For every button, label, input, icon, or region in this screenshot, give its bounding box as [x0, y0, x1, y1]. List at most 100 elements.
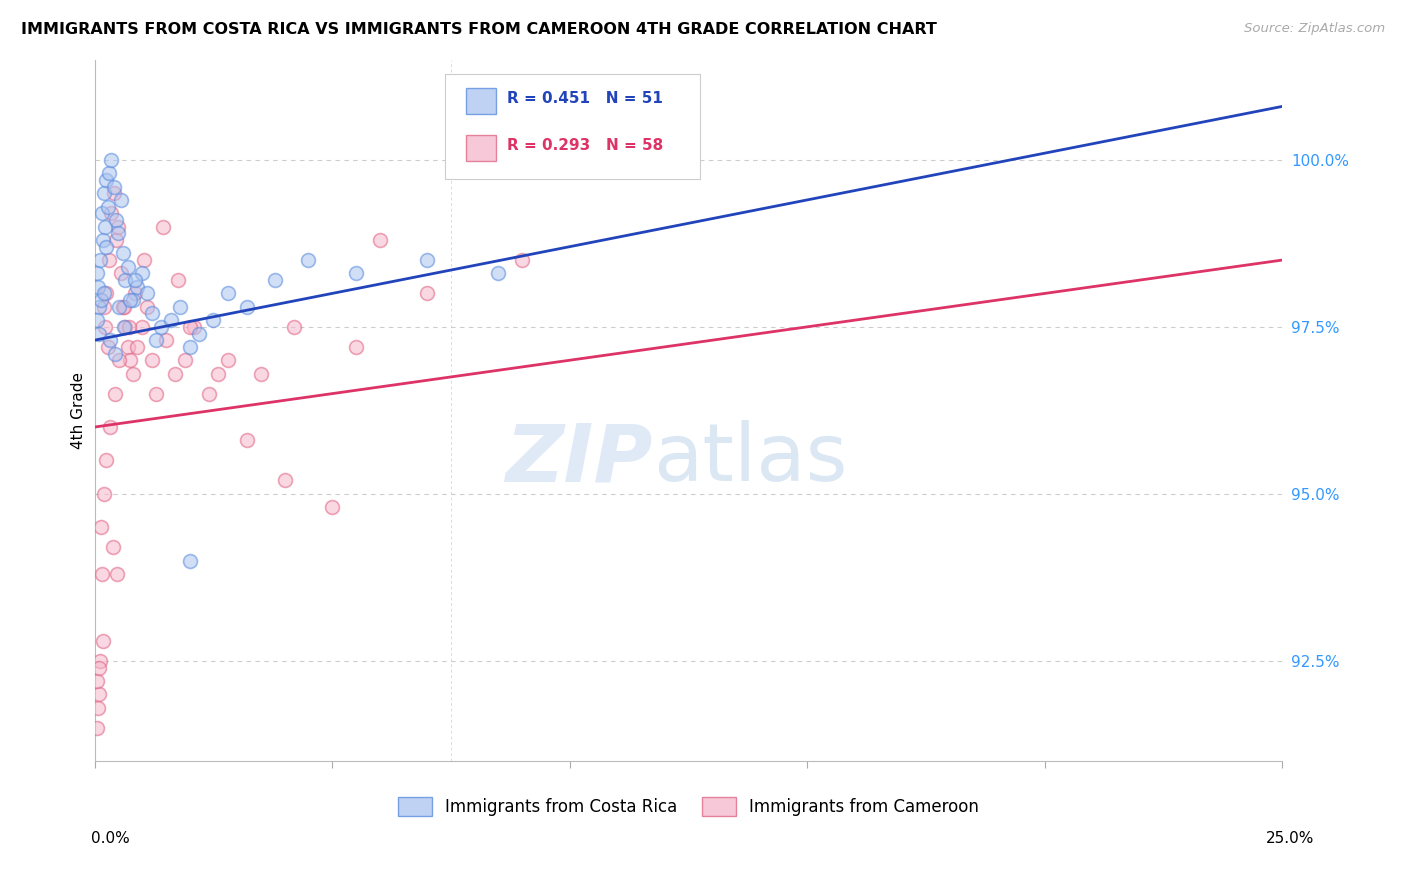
Point: [87, 660, 110, 674]
Point: [131, 319, 153, 334]
Point: [152, 219, 174, 234]
Point: [135, 300, 157, 314]
Point: [120, 293, 142, 307]
Point: [416, 253, 439, 268]
Point: [90, 293, 112, 307]
Point: [127, 279, 149, 293]
Point: [91, 233, 114, 247]
Point: [235, 434, 257, 448]
FancyBboxPatch shape: [467, 135, 496, 161]
Point: [97, 253, 120, 268]
Point: [202, 313, 225, 327]
Point: [96, 173, 118, 187]
Point: [94, 319, 117, 334]
Point: [107, 219, 129, 234]
Point: [108, 353, 131, 368]
Text: R = 0.293   N = 58: R = 0.293 N = 58: [506, 138, 664, 153]
Point: [197, 386, 219, 401]
Point: [150, 319, 173, 334]
Point: [488, 266, 510, 280]
Point: [145, 386, 167, 401]
Text: Source: ZipAtlas.com: Source: ZipAtlas.com: [1244, 22, 1385, 36]
Point: [510, 253, 533, 268]
Point: [86, 313, 108, 327]
Point: [97, 340, 120, 354]
Y-axis label: 4th Grade: 4th Grade: [72, 372, 86, 449]
Point: [273, 474, 295, 488]
Point: [89, 300, 111, 314]
Point: [127, 340, 149, 354]
Text: IMMIGRANTS FROM COSTA RICA VS IMMIGRANTS FROM CAMEROON 4TH GRADE CORRELATION CHA: IMMIGRANTS FROM COSTA RICA VS IMMIGRANTS…: [21, 22, 936, 37]
Point: [235, 300, 257, 314]
Point: [297, 253, 319, 268]
Point: [141, 353, 163, 368]
Point: [100, 153, 122, 167]
Point: [166, 273, 188, 287]
FancyBboxPatch shape: [446, 74, 700, 179]
Point: [217, 353, 239, 368]
Point: [217, 286, 239, 301]
Point: [141, 306, 163, 320]
Point: [173, 353, 195, 368]
Point: [96, 286, 118, 301]
Point: [134, 253, 156, 268]
Point: [165, 367, 187, 381]
Point: [87, 279, 110, 293]
Point: [94, 240, 117, 254]
Point: [121, 367, 143, 381]
Text: atlas: atlas: [652, 420, 848, 499]
Legend: Immigrants from Costa Rica, Immigrants from Cameroon: Immigrants from Costa Rica, Immigrants f…: [398, 797, 979, 816]
Point: [98, 420, 121, 434]
Point: [131, 266, 153, 280]
Point: [135, 286, 157, 301]
Point: [155, 333, 177, 347]
Point: [121, 293, 143, 307]
Point: [100, 206, 122, 220]
Text: 25.0%: 25.0%: [1267, 831, 1315, 847]
Point: [124, 273, 146, 287]
Text: ZIP: ZIP: [506, 420, 652, 499]
Point: [120, 353, 142, 368]
Point: [90, 206, 112, 220]
Point: [108, 300, 131, 314]
Point: [416, 286, 439, 301]
Point: [112, 300, 135, 314]
Point: [86, 266, 108, 280]
Point: [179, 319, 201, 334]
Point: [89, 253, 111, 268]
Point: [86, 721, 108, 735]
Point: [103, 346, 125, 360]
Point: [179, 340, 201, 354]
Point: [89, 687, 111, 701]
Point: [90, 567, 112, 582]
Point: [104, 233, 127, 247]
Point: [368, 233, 391, 247]
Point: [117, 260, 139, 274]
Point: [104, 213, 127, 227]
Point: [321, 500, 343, 515]
Point: [169, 300, 191, 314]
Point: [97, 200, 120, 214]
Point: [114, 273, 136, 287]
Point: [145, 333, 167, 347]
Point: [112, 300, 135, 314]
Point: [118, 319, 141, 334]
Point: [107, 227, 129, 241]
Point: [159, 313, 181, 327]
Point: [103, 386, 125, 401]
Point: [264, 273, 287, 287]
Point: [183, 319, 205, 334]
Point: [250, 367, 273, 381]
Point: [112, 246, 135, 260]
Point: [93, 186, 115, 201]
Point: [188, 326, 211, 341]
Point: [117, 340, 139, 354]
Point: [110, 193, 132, 207]
Point: [97, 166, 120, 180]
Point: [93, 487, 115, 501]
Point: [93, 286, 115, 301]
Point: [283, 319, 305, 334]
Point: [91, 633, 114, 648]
Point: [93, 300, 115, 314]
Text: 0.0%: 0.0%: [91, 831, 131, 847]
